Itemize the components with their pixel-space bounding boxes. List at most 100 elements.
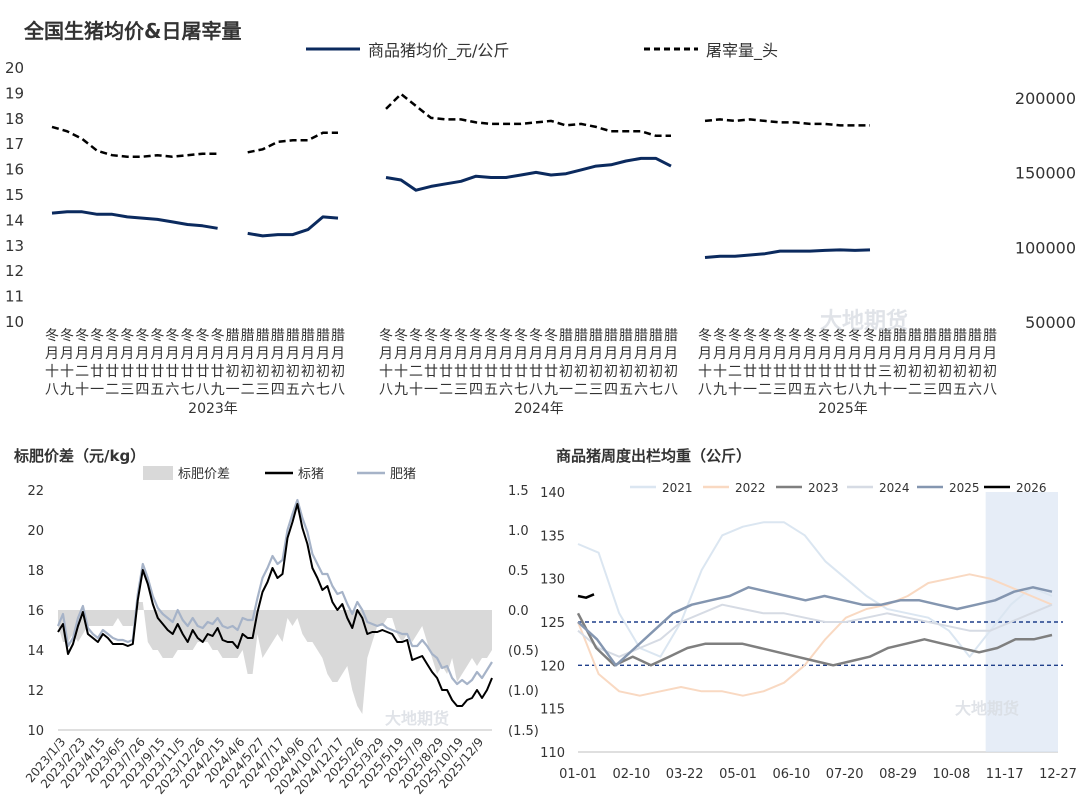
- legend-year-label: 2025: [949, 481, 980, 495]
- top-x-tick-char: 月: [773, 346, 787, 362]
- top-x-tick-char: 二: [105, 382, 119, 398]
- price-line: [704, 248, 871, 259]
- weight-line-2024: [577, 603, 1053, 658]
- legend-standard-label: 标猪: [298, 467, 324, 482]
- top-x-tick-char: 冬: [743, 328, 757, 344]
- top-x-tick-char: 九: [544, 382, 558, 398]
- top-x-tick-char: 月: [574, 346, 588, 362]
- top-x-tick-char: 腊: [559, 328, 573, 344]
- top-x-tick-char: 腊: [649, 328, 663, 344]
- top-x-tick-char: 廿: [439, 364, 453, 380]
- top-x-tick-char: 月: [379, 346, 393, 362]
- top-x-tick-char: 八: [664, 382, 678, 398]
- top-x-tick-char: 冬: [105, 328, 119, 344]
- top-x-tick-char: 初: [953, 363, 967, 380]
- top-x-tick-char: 一: [90, 382, 104, 398]
- top-x-tick-char: 冬: [120, 328, 134, 344]
- top-group-label: 2025年: [818, 401, 868, 417]
- top-x-tick-char: 月: [968, 346, 982, 362]
- top-x-tick-char: 廿: [803, 364, 817, 380]
- top-x-tick-char: 十: [878, 382, 892, 398]
- top-left-tick: 11: [5, 288, 24, 306]
- top-x-tick-char: 初: [331, 363, 345, 380]
- top-x-tick-char: 冬: [454, 328, 468, 344]
- spread-left-tick: 20: [27, 524, 44, 539]
- spread-right-tick: (1.5): [508, 724, 539, 739]
- top-x-tick-char: 月: [983, 346, 997, 362]
- top-x-tick-char: 廿: [135, 364, 149, 380]
- top-x-tick-char: 冬: [833, 328, 847, 344]
- top-x-tick-char: 冬: [514, 328, 528, 344]
- top-left-tick: 14: [5, 211, 24, 229]
- top-x-tick-char: 月: [271, 346, 285, 362]
- top-x-tick-char: 月: [818, 346, 832, 362]
- legend-spread-swatch: [143, 466, 173, 480]
- top-x-tick-char: 腊: [908, 328, 922, 344]
- top-x-tick-char: 月: [878, 346, 892, 362]
- top-x-tick-char: 月: [180, 346, 194, 362]
- top-x-tick-char: 冬: [803, 328, 817, 344]
- top-x-tick-char: 月: [226, 346, 240, 362]
- top-x-tick-char: 腊: [968, 328, 982, 344]
- weight-watermark: 大地期货: [955, 699, 1019, 718]
- top-x-tick-char: 月: [439, 346, 453, 362]
- top-x-tick-char: 一: [893, 382, 907, 398]
- top-left-tick: 12: [5, 262, 24, 280]
- top-x-tick-char: 月: [331, 346, 345, 362]
- legend-year-label: 2026: [1016, 481, 1047, 495]
- top-x-tick-char: 八: [331, 382, 345, 398]
- top-x-tick-char: 月: [803, 346, 817, 362]
- top-group-label: 2024年: [514, 401, 564, 417]
- price-line: [51, 210, 339, 238]
- top-x-tick-char: 八: [45, 382, 59, 398]
- top-x-tick-char: 月: [256, 346, 270, 362]
- top-x-tick-char: 月: [529, 346, 543, 362]
- top-x-tick-char: 八: [196, 382, 210, 398]
- weight-x-tick: 12-27: [1039, 767, 1077, 782]
- top-x-tick-char: 五: [803, 382, 817, 398]
- top-x-tick-char: 月: [469, 346, 483, 362]
- top-x-tick-char: 初: [271, 363, 285, 380]
- weight-y-tick: 115: [540, 703, 565, 718]
- weight-y-tick: 110: [540, 746, 565, 761]
- top-x-tick-char: 廿: [484, 364, 498, 380]
- weight-y-tick: 120: [540, 659, 565, 674]
- legend-slaughter-label: 屠宰量_头: [706, 41, 778, 61]
- top-x-tick-char: 三: [878, 364, 892, 380]
- top-x-tick-char: 冬: [469, 328, 483, 344]
- top-x-tick-char: 十: [728, 382, 742, 398]
- top-x-tick-char: 冬: [788, 328, 802, 344]
- top-left-tick: 16: [5, 161, 24, 179]
- top-x-tick-char: 冬: [484, 328, 498, 344]
- top-left-tick: 18: [5, 110, 24, 128]
- top-x-tick-char: 十: [45, 364, 59, 380]
- legend-price-label: 商品猪均价_元/公斤: [368, 41, 509, 61]
- top-x-tick-char: 二: [75, 364, 89, 380]
- top-x-tick-char: 月: [619, 346, 633, 362]
- top-x-tick-char: 八: [698, 382, 712, 398]
- top-x-tick-char: 月: [286, 346, 300, 362]
- top-x-tick-char: 七: [649, 382, 663, 398]
- top-x-tick-char: 腊: [923, 328, 937, 344]
- top-x-tick-char: 八: [983, 382, 997, 398]
- top-x-tick-char: 二: [728, 364, 742, 380]
- top-x-tick-char: 廿: [833, 364, 847, 380]
- top-x-tick-char: 九: [713, 382, 727, 398]
- top-x-tick-char: 月: [833, 346, 847, 362]
- top-x-tick-char: 三: [120, 382, 134, 398]
- top-left-tick: 10: [5, 313, 24, 331]
- top-x-tick-char: 四: [135, 382, 149, 398]
- top-left-tick: 13: [5, 237, 24, 255]
- top-x-tick-char: 一: [424, 382, 438, 398]
- spread-chart: 标肥价差（元/kg） 标肥价差 标猪 肥猪 22 20 18 16 14 12 10 1.5 1…: [13, 447, 539, 797]
- top-x-tick-char: 冬: [60, 328, 74, 344]
- top-right-tick: 150000: [1015, 164, 1076, 183]
- top-x-tick-char: 月: [953, 346, 967, 362]
- top-x-tick-char: 冬: [544, 328, 558, 344]
- top-x-tick-char: 廿: [788, 364, 802, 380]
- top-x-tick-char: 腊: [589, 328, 603, 344]
- top-x-tick-char: 六: [165, 382, 179, 398]
- weight-x-tick: 08-29: [879, 767, 917, 782]
- top-x-tick-char: 三: [256, 382, 270, 398]
- top-left-tick: 19: [5, 84, 24, 102]
